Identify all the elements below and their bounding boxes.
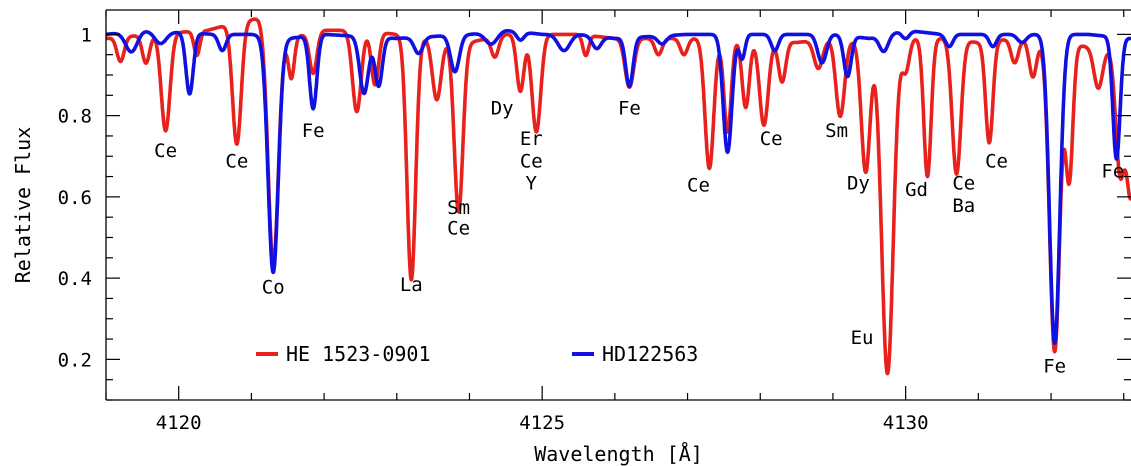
line-label-ce: Ce [520, 150, 543, 172]
y-tick-label: 1 [81, 24, 92, 46]
y-tick-label: 0.2 [58, 349, 92, 371]
line-label-sm: Sm [447, 197, 470, 219]
line-label-ba: Ba [952, 195, 975, 217]
x-tick-label: 4125 [519, 412, 565, 434]
line-label-eu: Eu [851, 327, 874, 349]
y-axis-title: Relative Flux [11, 127, 35, 284]
legend-group: HE 1523-0901 HD122563 [256, 342, 698, 366]
line-label-ce: Ce [760, 128, 783, 150]
line-label-ce: Ce [154, 140, 177, 162]
line-label-dy: Dy [491, 98, 514, 120]
line-label-er: Er [520, 128, 543, 150]
series-group [106, 17, 1131, 376]
line-label-ce: Ce [225, 150, 248, 172]
line-label-ce: Ce [447, 217, 470, 239]
y-tick-label: 0.4 [58, 268, 92, 290]
legend-label: HE 1523-0901 [286, 342, 431, 366]
line-label-ce: Ce [952, 173, 975, 195]
line-label-la: La [400, 274, 423, 296]
line-label-y: Y [526, 173, 538, 195]
x-tick-label: 4120 [156, 412, 202, 434]
series-line-hd122563 [106, 29, 1131, 345]
x-tick-label: 4130 [883, 412, 929, 434]
line-label-ce: Ce [687, 175, 710, 197]
line-label-sm: Sm [825, 120, 848, 142]
x-axis-title: Wavelength [Å] [534, 442, 703, 466]
line-label-gd: Gd [905, 179, 928, 201]
line-label-fe: Fe [1101, 160, 1124, 182]
line-label-co: Co [262, 276, 285, 298]
line-label-fe: Fe [1043, 355, 1066, 377]
series-line-he1523 [106, 17, 1131, 376]
axes-group: 4120 4125 4130 0.2 0.4 0.6 0.8 1 [58, 9, 1131, 434]
legend-label: HD122563 [602, 342, 698, 366]
line-label-dy: Dy [847, 173, 870, 195]
line-label-fe: Fe [618, 98, 641, 120]
y-tick-label: 0.8 [58, 106, 92, 128]
line-label-ce: Ce [985, 150, 1008, 172]
line-label-fe: Fe [302, 120, 325, 142]
y-tick-label: 0.6 [58, 187, 92, 209]
